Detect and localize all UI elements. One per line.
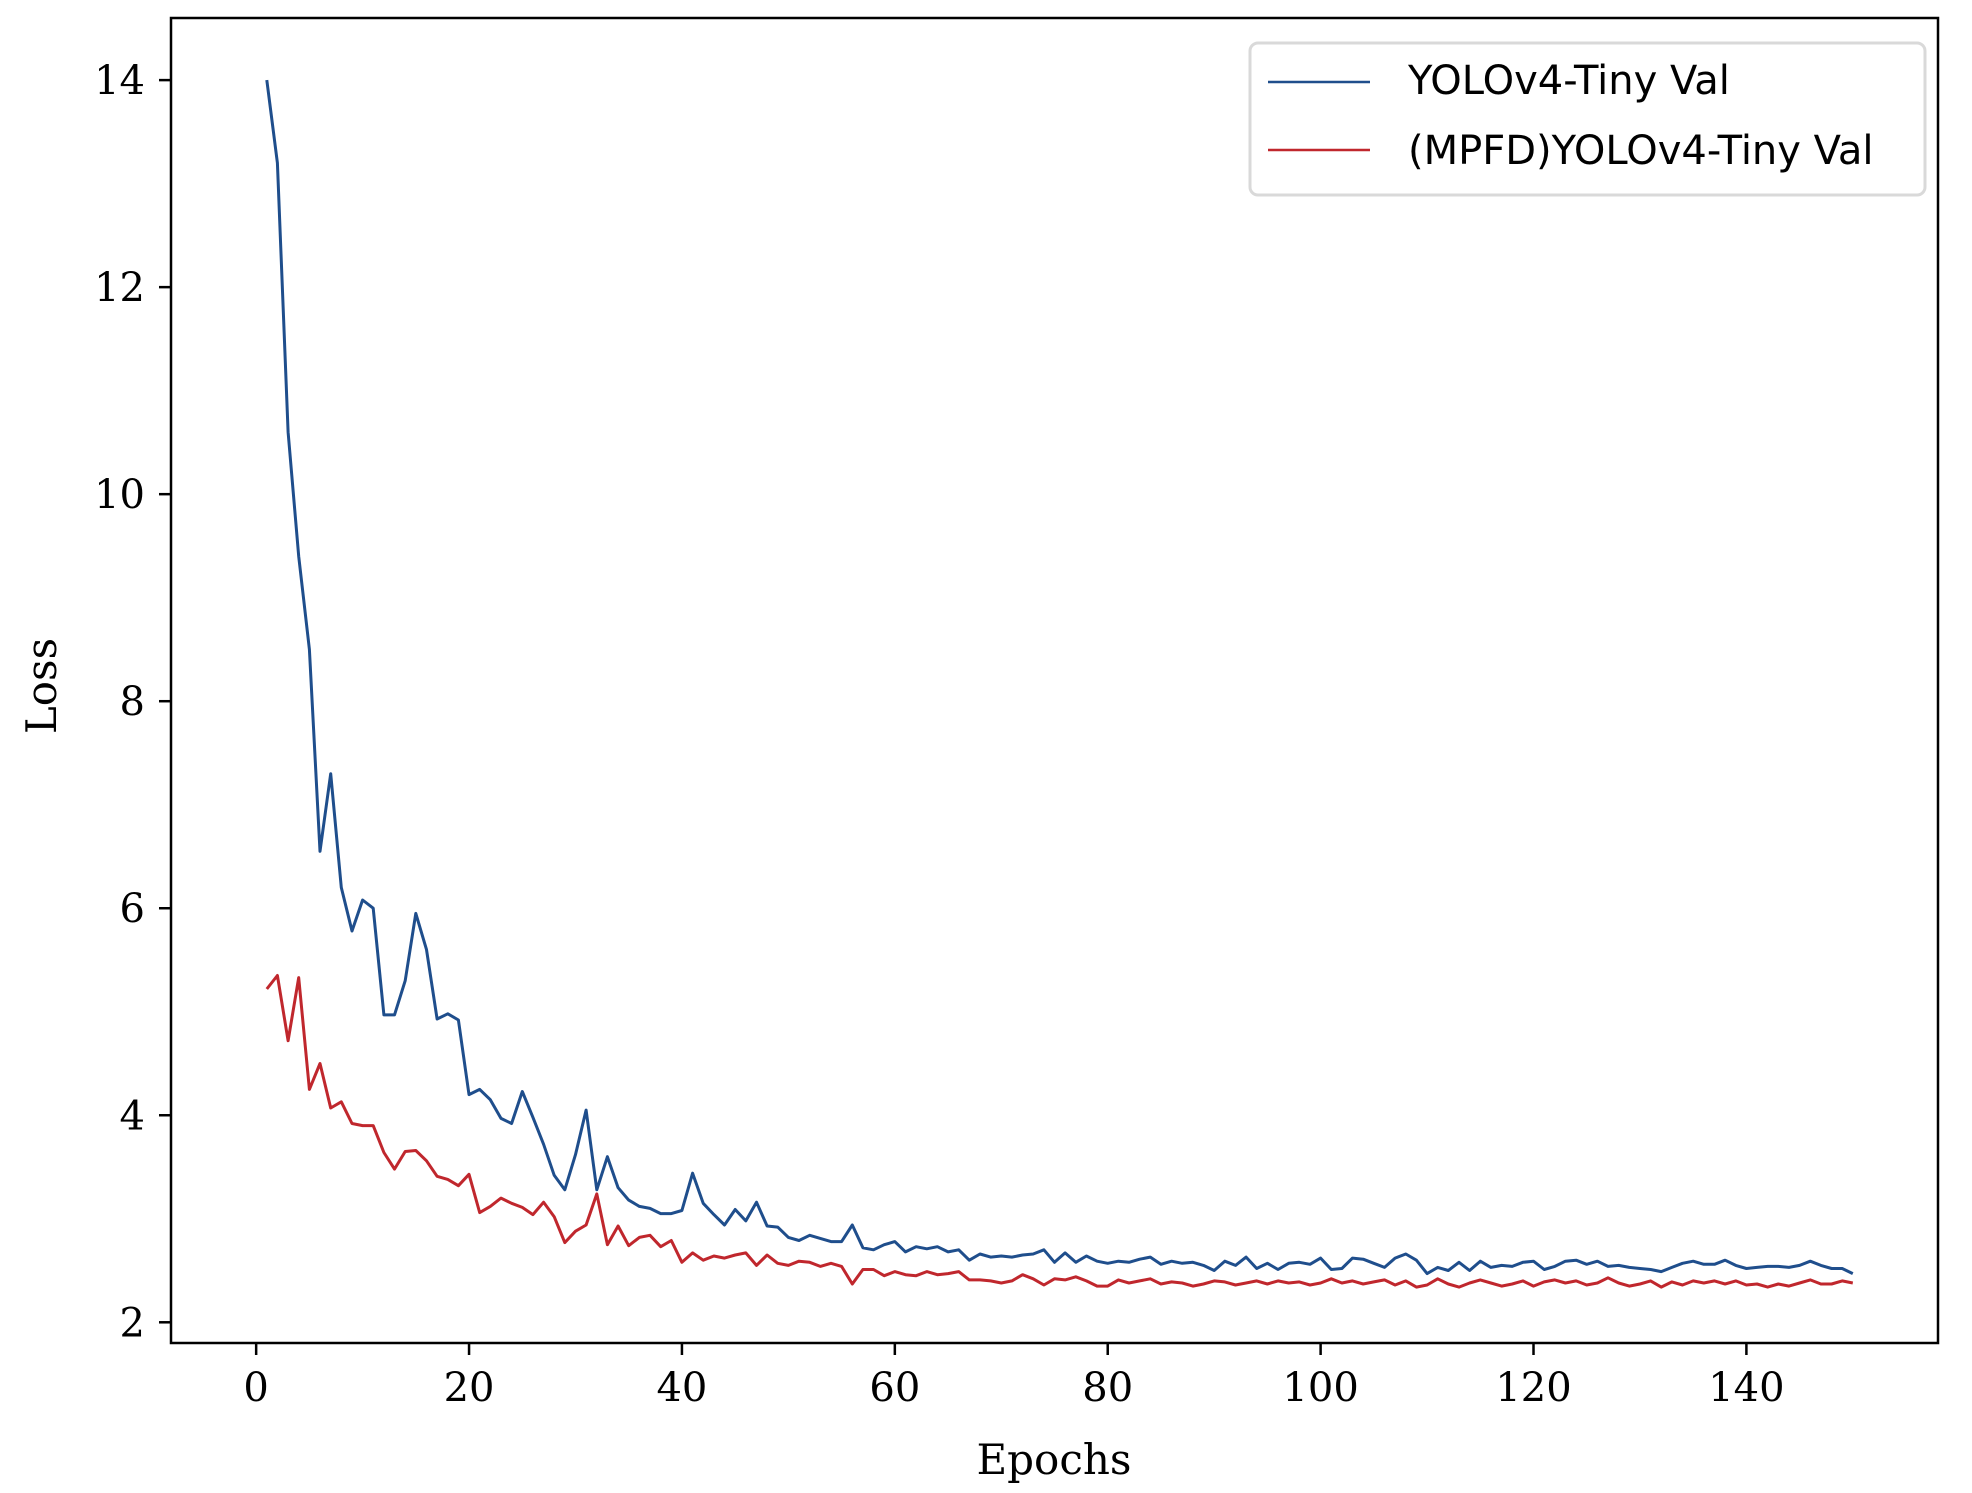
y-tick-label: 12 [94,265,145,311]
y-tick-label: 6 [120,886,145,932]
plot-frame [169,16,1940,1345]
x-tick-label: 80 [1082,1365,1133,1411]
y-tick-label: 2 [120,1300,145,1346]
x-tick-label: 120 [1495,1365,1571,1411]
legend-box [1248,41,1927,197]
series-line-yolov4-tiny-val [265,79,1854,1276]
series-layer [265,79,1854,1289]
x-tick-label: 140 [1708,1365,1784,1411]
x-tick-label: 60 [869,1365,920,1411]
legend-label-mpfd-yolov4-tiny-val: (MPFD)YOLOv4-Tiny Val [1408,128,1874,174]
legend: YOLOv4-Tiny Val (MPFD)YOLOv4-Tiny Val [1248,41,1927,197]
y-axis-label: Loss [17,638,66,734]
x-tick-label: 0 [243,1365,268,1411]
x-axis-ticks: 0 20 40 60 80 100 120 140 [243,1343,1785,1411]
series-line-mpfd-yolov4-tiny-val [265,974,1854,1289]
y-tick-label: 10 [94,472,145,518]
x-tick-label: 100 [1282,1365,1358,1411]
x-axis-label: Epochs [977,1435,1132,1484]
y-tick-label: 4 [120,1093,145,1139]
y-tick-label: 8 [120,679,145,725]
x-tick-label: 40 [656,1365,707,1411]
legend-label-yolov4-tiny-val: YOLOv4-Tiny Val [1407,58,1730,104]
y-tick-label: 14 [94,58,145,104]
y-axis-ticks: 2 4 6 8 10 12 14 [94,58,171,1346]
x-tick-label: 20 [444,1365,495,1411]
